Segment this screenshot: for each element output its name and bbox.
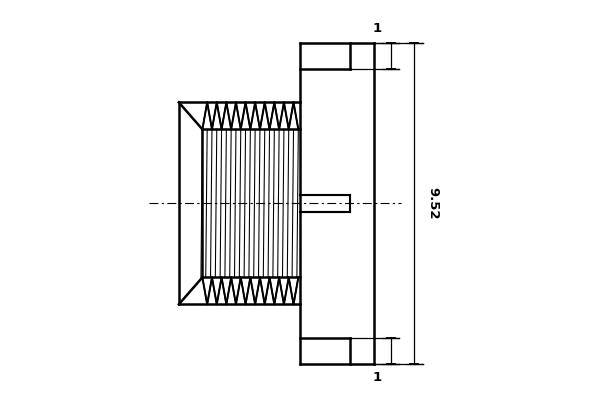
Text: 9.52: 9.52 [426,187,439,220]
Text: 1: 1 [373,371,382,384]
Text: 1: 1 [373,22,382,36]
